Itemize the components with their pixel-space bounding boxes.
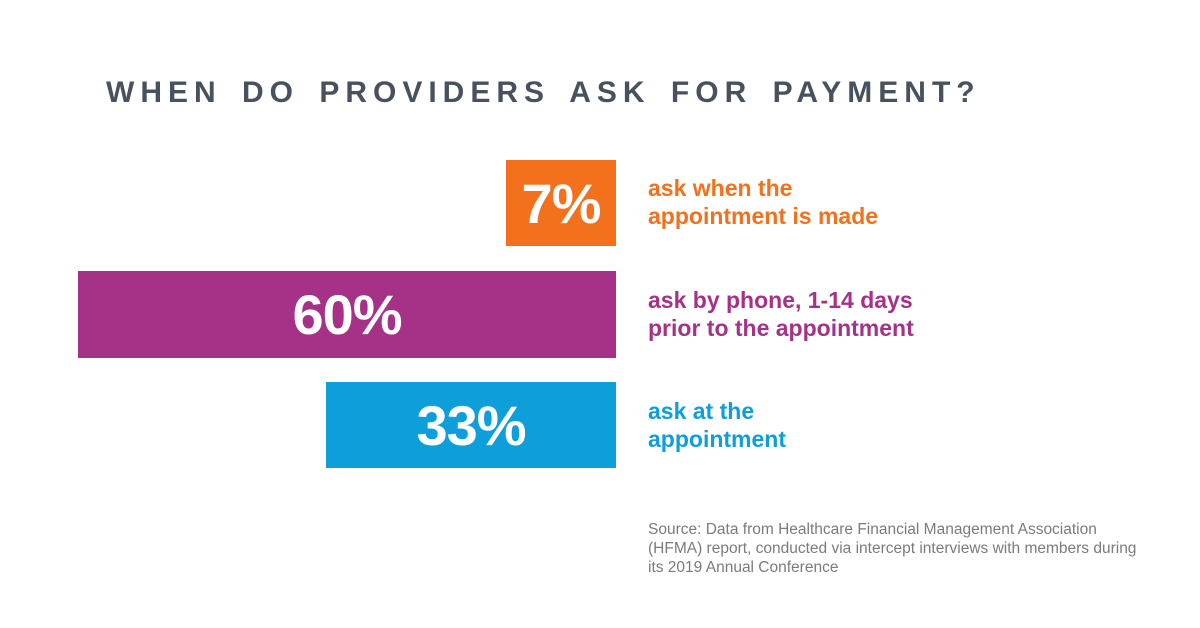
bar-category-label-ask-at-appointment: ask at the appointment [648, 398, 786, 452]
bar-ask-by-phone-prior: 60% [78, 271, 616, 358]
bar-ask-at-appointment: 33% [326, 382, 616, 468]
bar-value-label: 60% [292, 283, 402, 346]
chart-title: WHEN DO PROVIDERS ASK FOR PAYMENT? [106, 76, 981, 109]
bar-value-label: 33% [416, 393, 526, 457]
bar-category-label-ask-when-appointment-made: ask when the appointment is made [648, 175, 879, 229]
source-note: Source: Data from Healthcare Financial M… [648, 521, 1137, 576]
bar-ask-when-appointment-made: 7% [506, 160, 616, 246]
bar-category-label-ask-by-phone-prior: ask by phone, 1-14 days prior to the app… [648, 287, 914, 341]
bar-value-label: 7% [521, 171, 602, 235]
